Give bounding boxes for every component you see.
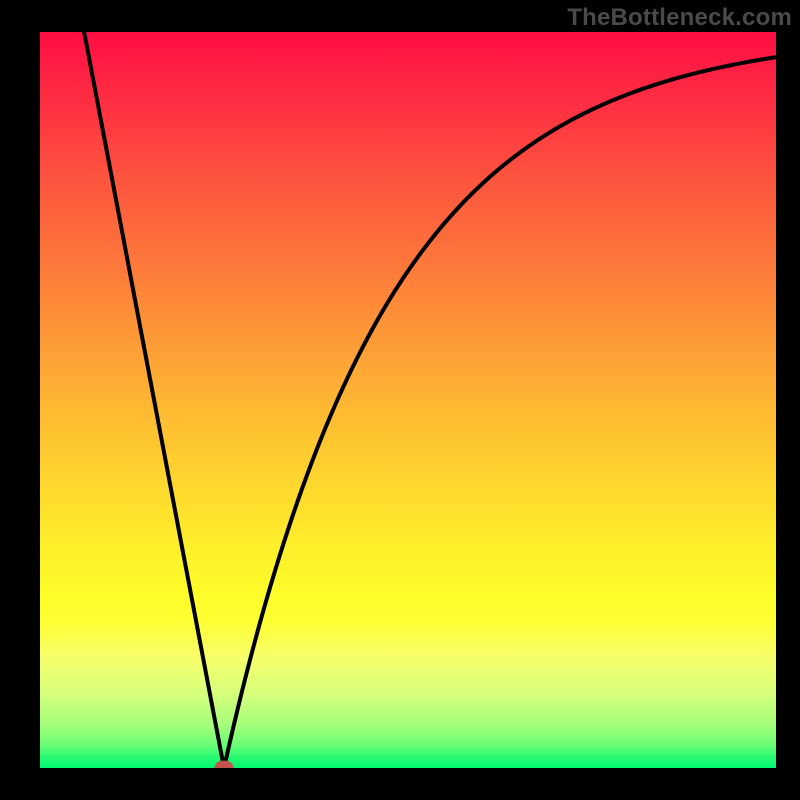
plot-background: [40, 32, 776, 768]
plot-svg: [40, 32, 776, 768]
watermark-text: TheBottleneck.com: [567, 4, 792, 32]
bottleneck-plot: [40, 32, 776, 768]
chart-frame: TheBottleneck.com: [0, 0, 800, 800]
